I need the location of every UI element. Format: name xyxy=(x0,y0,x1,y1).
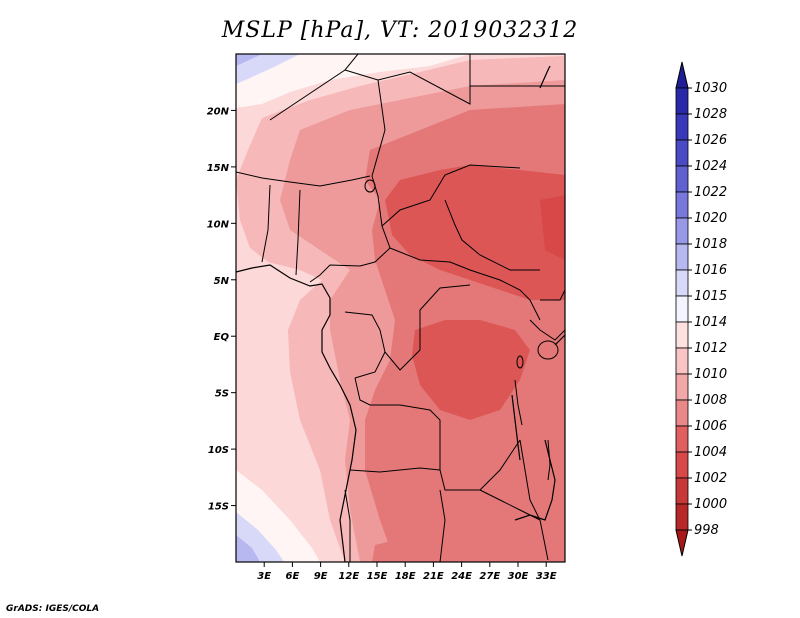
lon-tick-label: 21E xyxy=(423,571,444,582)
field-1006-south xyxy=(372,540,410,562)
map-frame xyxy=(235,53,566,563)
latitude-axis: 20N 15N 10N 5N EQ 5S 10S 15S xyxy=(207,106,236,513)
colorbar-swatch xyxy=(675,321,689,349)
colorbar-label: 1012 xyxy=(694,341,727,356)
field-1004-north xyxy=(385,165,565,300)
lon-tick-label: 24E xyxy=(451,571,472,582)
lat-tick-label: EQ xyxy=(214,332,230,343)
colorbar-swatch xyxy=(675,113,689,141)
colorbar-swatch xyxy=(675,295,689,323)
lon-tick-label: 12E xyxy=(338,571,359,582)
country-borders xyxy=(236,54,565,562)
colorbar-swatch xyxy=(675,373,689,401)
field-high-north2 xyxy=(236,54,262,66)
colorbar-swatch xyxy=(675,451,689,479)
colorbar-swatch xyxy=(675,399,689,427)
field-1014-ocean xyxy=(236,54,470,108)
colorbar-label: 1028 xyxy=(694,107,727,122)
colorbar-label: 998 xyxy=(694,523,719,538)
colorbar-swatch xyxy=(675,243,689,271)
lake-chad xyxy=(364,179,376,193)
lake-malawi xyxy=(547,439,551,481)
lon-tick-label: 33E xyxy=(536,571,557,582)
colorbar-swatch xyxy=(675,87,689,115)
lon-tick-label: 9E xyxy=(314,571,328,582)
colorbar-label: 1018 xyxy=(694,237,727,252)
colorbar-swatch xyxy=(675,347,689,375)
colorbar-top-arrow xyxy=(675,61,689,89)
lat-tick-label: 10S xyxy=(208,445,229,456)
colorbar-label: 1022 xyxy=(694,185,727,200)
field-high-south2 xyxy=(236,535,260,562)
colorbar-label: 1014 xyxy=(694,315,727,330)
lon-tick-label: 15E xyxy=(367,571,388,582)
pressure-fill-field xyxy=(236,54,565,562)
colorbar-label: 1010 xyxy=(694,367,727,382)
lake-kivu xyxy=(516,355,524,369)
lon-tick-label: 3E xyxy=(257,571,271,582)
field-1002 xyxy=(540,195,565,260)
lon-tick-label: 30E xyxy=(508,571,529,582)
lat-tick-label: 15N xyxy=(207,163,230,174)
colorbar-label: 1006 xyxy=(694,419,727,434)
lon-tick-label: 6E xyxy=(286,571,300,582)
colorbar-swatch xyxy=(675,503,689,531)
colorbar-swatch xyxy=(675,191,689,219)
lake-victoria xyxy=(537,340,559,360)
lakes xyxy=(364,179,559,481)
lat-tick-label: 5N xyxy=(214,276,230,287)
colorbar-swatch xyxy=(675,477,689,505)
lon-tick-label: 18E xyxy=(395,571,416,582)
colorbar-label: 1008 xyxy=(694,393,727,408)
lat-tick-label: 5S xyxy=(215,389,229,400)
lat-tick-label: 20N xyxy=(207,106,230,117)
field-1004-basin xyxy=(412,320,530,420)
colorbar-swatch xyxy=(675,425,689,453)
colorbar-label: 1002 xyxy=(694,471,727,486)
colorbar-label: 1004 xyxy=(694,445,727,460)
colorbar-label: 1000 xyxy=(694,497,727,512)
field-high-north xyxy=(236,54,300,84)
colorbar: 1030 1028 1026 1024 1022 1020 1018 1016 1015 1014… xyxy=(675,61,727,557)
colorbar-swatch xyxy=(675,165,689,193)
colorbar-label: 1030 xyxy=(694,81,727,96)
lon-tick-label: 27E xyxy=(479,571,500,582)
lat-tick-label: 15S xyxy=(208,502,229,513)
colorbar-label: 1016 xyxy=(694,263,727,278)
colorbar-label: 1024 xyxy=(694,159,727,174)
colorbar-bottom-arrow xyxy=(675,529,689,557)
colorbar-swatch xyxy=(675,269,689,297)
colorbar-swatch xyxy=(675,139,689,167)
colorbar-label: 1020 xyxy=(694,211,727,226)
colorbar-label: 1026 xyxy=(694,133,727,148)
longitude-axis: 3E 6E 9E 12E 15E 18E 21E 24E 27E 30E 33E xyxy=(257,562,557,582)
lake-tanganyika xyxy=(514,379,523,426)
colorbar-label: 1015 xyxy=(694,289,727,304)
colorbar-swatch xyxy=(675,217,689,245)
grads-credit: GrADS: IGES/COLA xyxy=(6,604,100,614)
lat-tick-label: 10N xyxy=(207,219,230,230)
map-title: MSLP [hPa], VT: 2019032312 xyxy=(221,18,579,43)
